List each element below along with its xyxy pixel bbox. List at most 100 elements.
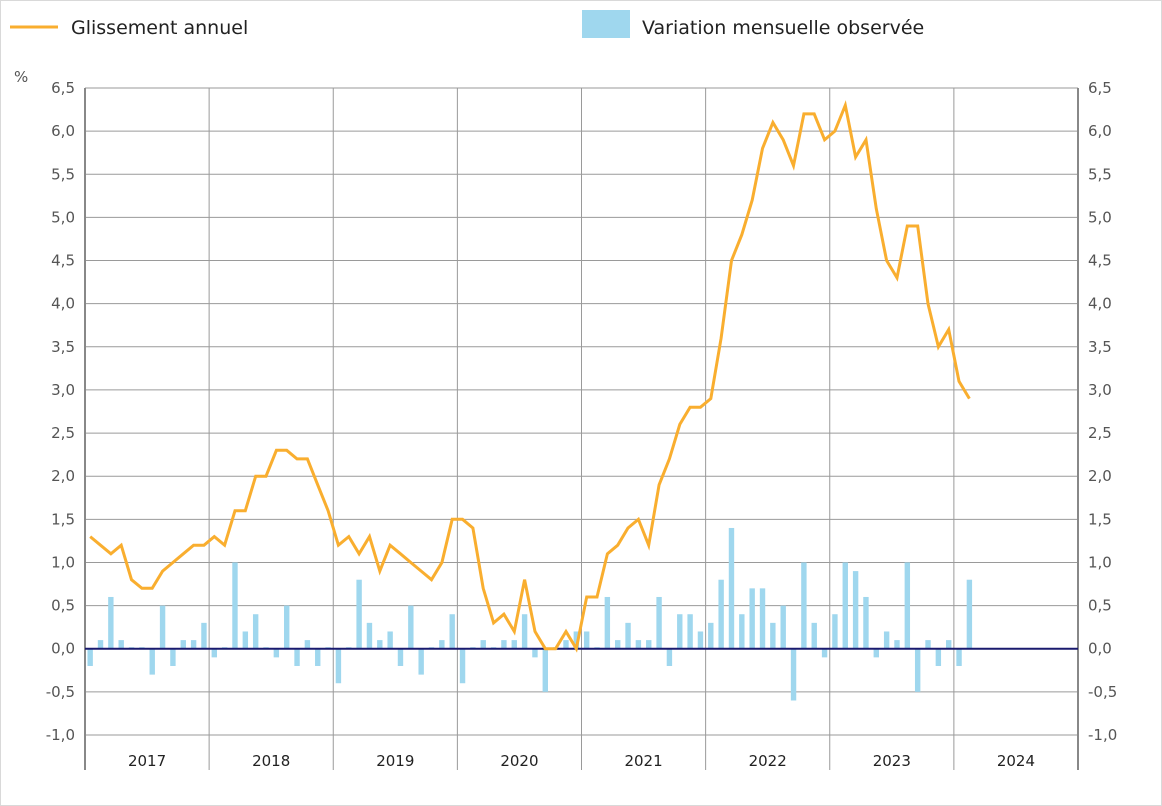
bar-monthly-variation [708, 622, 714, 649]
bar-monthly-variation [873, 648, 879, 658]
y-tick-label-left: 0,5 [51, 597, 75, 615]
bar-monthly-variation [511, 640, 517, 649]
bar-monthly-variation [573, 631, 580, 649]
bar-monthly-variation [604, 596, 611, 649]
legend-label-bars: Variation mensuelle observée [642, 17, 924, 39]
legend-bar-swatch [582, 10, 630, 38]
x-tick-label-year: 2018 [252, 752, 290, 770]
bar-monthly-variation [894, 640, 900, 649]
x-tick-label-year: 2021 [624, 752, 662, 770]
y-tick-label-left: 6,5 [51, 79, 75, 97]
bar-monthly-variation [728, 527, 735, 649]
bar-monthly-variation [459, 648, 466, 684]
bar-monthly-variation [656, 596, 662, 649]
y-tick-label-right: 6,0 [1088, 122, 1112, 140]
bar-monthly-variation [677, 614, 683, 649]
y-tick-label-left: 3,0 [51, 381, 75, 399]
y-tick-label-right: 0,5 [1088, 597, 1112, 615]
bar-monthly-variation [408, 605, 414, 649]
bar-monthly-variation [946, 640, 952, 649]
bar-monthly-variation [770, 622, 776, 649]
y-tick-label-left: 2,5 [51, 424, 75, 442]
bar-monthly-variation [811, 622, 817, 649]
y-tick-label-left: 6,0 [51, 122, 75, 140]
y-tick-label-right: 5,0 [1088, 208, 1112, 226]
y-tick-label-right: 3,0 [1088, 381, 1112, 399]
y-tick-label-left: -0,5 [46, 683, 75, 701]
x-tick-label-year: 2024 [997, 752, 1035, 770]
bar-monthly-variation [966, 579, 973, 649]
bar-monthly-variation [749, 588, 755, 649]
axis-ticks: 6,5 6,5 6,0 6,0 5,5 5,5 5,0 5,0 4,5 4,5 4,0 4,0 3,5 3… [46, 79, 1118, 770]
bar-monthly-variation [418, 648, 424, 675]
y-tick-label-left: 1,5 [51, 510, 75, 528]
bar-monthly-variation [718, 579, 724, 649]
x-tick-label-year: 2022 [749, 752, 787, 770]
y-tick-label-right: 1,5 [1088, 510, 1112, 528]
bar-monthly-variation [852, 571, 859, 649]
bar-monthly-variation [159, 605, 166, 649]
y-tick-label-right: 2,5 [1088, 424, 1112, 442]
bar-monthly-variation [625, 622, 631, 649]
bar-monthly-variation [832, 614, 838, 649]
bar-monthly-variation [863, 596, 869, 649]
bar-monthly-variation [180, 640, 186, 649]
y-tick-label-right: -0,5 [1088, 683, 1117, 701]
y-tick-label-right: 5,5 [1088, 165, 1112, 183]
y-tick-label-left: 5,5 [51, 165, 75, 183]
bar-monthly-variation [739, 614, 745, 649]
bar-monthly-variation [914, 648, 921, 692]
bar-monthly-variation [925, 640, 931, 649]
bar-monthly-variation [387, 631, 393, 649]
y-tick-label-left: 4,5 [51, 252, 75, 270]
bar-monthly-variation [790, 648, 797, 701]
bar-monthly-variation [449, 614, 455, 649]
bar-monthly-variation [615, 640, 621, 649]
bar-monthly-variation [273, 648, 280, 658]
y-tick-label-right: 4,5 [1088, 252, 1112, 270]
bar-monthly-variation [252, 614, 259, 649]
y-tick-label-left: 1,0 [51, 553, 75, 571]
x-tick-label-year: 2023 [873, 752, 911, 770]
bar-monthly-variation [439, 640, 445, 649]
bar-monthly-variation [356, 579, 362, 649]
bar-monthly-variation [956, 648, 962, 666]
line-annual-change [89, 100, 971, 653]
bar-monthly-variation [521, 614, 528, 649]
bar-monthly-variation [366, 622, 373, 649]
y-tick-label-left: -1,0 [46, 726, 75, 744]
bar-monthly-variation [232, 562, 238, 649]
bar-monthly-variation [904, 562, 911, 649]
bar-monthly-variation [480, 640, 486, 649]
bar-monthly-variation [170, 648, 176, 666]
bar-monthly-variation [842, 562, 848, 649]
y-tick-label-right: -1,0 [1088, 726, 1117, 744]
bar-monthly-variation [242, 631, 249, 649]
bar-monthly-variation [563, 640, 569, 649]
bar-monthly-variation [687, 614, 693, 649]
bar-monthly-variation [87, 648, 93, 666]
bar-monthly-variation [666, 648, 673, 666]
y-tick-label-left: 2,0 [51, 467, 75, 485]
bar-monthly-variation [97, 640, 104, 649]
bar-monthly-variation [780, 605, 786, 649]
grid [84, 87, 1079, 770]
y-axis-unit: % [14, 68, 28, 86]
y-tick-label-left: 5,0 [51, 208, 75, 226]
bar-monthly-variation [190, 640, 197, 649]
bar-monthly-variation [201, 622, 207, 649]
legend-label-line: Glissement annuel [71, 17, 248, 39]
legend: Glissement annuel Variation mensuelle ob… [10, 10, 924, 39]
bar-monthly-variation [335, 648, 342, 684]
bar-monthly-variation [646, 640, 652, 649]
bar-monthly-variation [211, 648, 217, 658]
bar-monthly-variation [532, 648, 538, 658]
bar-monthly-variation [583, 631, 590, 649]
bar-series [87, 527, 973, 701]
bar-monthly-variation [759, 588, 766, 649]
bar-monthly-variation [304, 640, 311, 649]
bar-monthly-variation [377, 640, 383, 649]
y-tick-label-left: 3,5 [51, 338, 75, 356]
bar-monthly-variation [501, 640, 507, 649]
bar-monthly-variation [118, 640, 124, 649]
